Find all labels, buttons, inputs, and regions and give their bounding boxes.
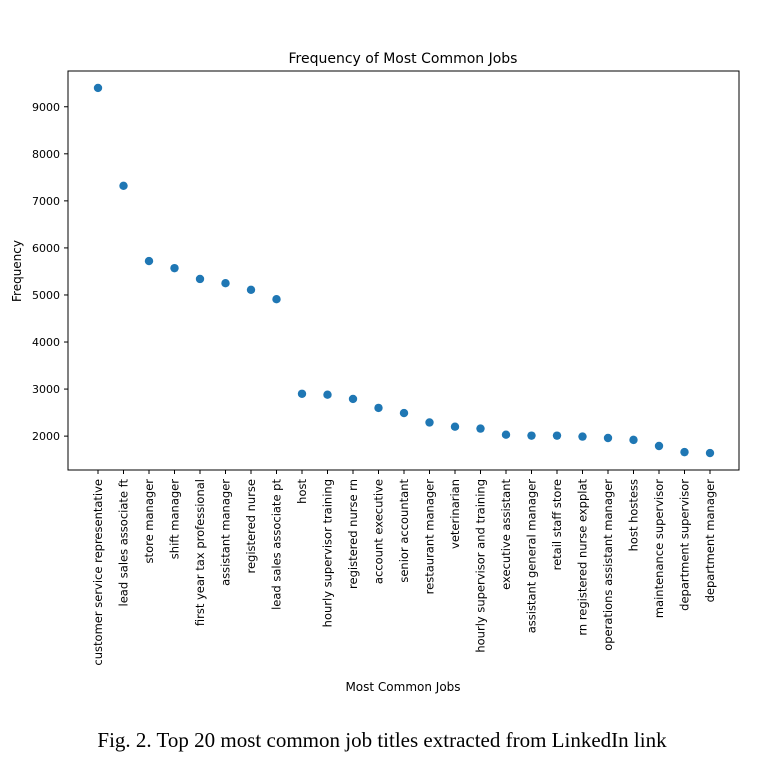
data-point <box>705 448 715 458</box>
x-tick-label: executive assistant <box>499 479 513 590</box>
x-tick-label: hourly supervisor and training <box>474 479 488 653</box>
y-tick-label: 9000 <box>32 101 60 114</box>
data-point <box>578 432 587 441</box>
data-point <box>221 279 230 288</box>
x-tick-label: retail staff store <box>550 479 564 570</box>
data-point <box>119 181 128 191</box>
x-tick-label: veterinarian <box>448 479 462 549</box>
y-tick-label: 4000 <box>32 336 60 349</box>
x-tick-label: assistant general manager <box>525 479 539 634</box>
x-tick-label: department manager <box>703 479 717 603</box>
y-tick-label: 6000 <box>32 242 60 255</box>
x-axis: customer service representative lead sale… <box>91 470 717 666</box>
data-point <box>348 394 358 404</box>
scatter-chart: Frequency of Most Common Jobs 2000 3000 40… <box>10 51 740 694</box>
x-tick-label: account executive <box>372 479 386 584</box>
x-tick-label: first year tax professional <box>193 479 207 626</box>
x-tick-label: host <box>295 479 309 504</box>
x-tick-label: rn registered nurse expplat <box>576 479 590 636</box>
x-tick-label: lead sales associate pt <box>270 479 284 610</box>
data-point <box>501 430 511 439</box>
x-tick-label: customer service representative <box>91 479 105 666</box>
data-point <box>552 431 562 440</box>
x-tick-label: host hostess <box>627 479 641 551</box>
x-tick-label: lead sales associate ft <box>117 479 131 607</box>
data-point <box>654 441 664 451</box>
y-tick-label: 2000 <box>32 430 60 443</box>
y-tick-label: 5000 <box>32 289 60 302</box>
y-tick-label: 7000 <box>32 195 60 208</box>
data-point <box>144 256 154 266</box>
data-point <box>603 433 613 443</box>
data-point <box>323 390 332 399</box>
chart-container: Frequency of Most Common Jobs 2000 3000 40… <box>10 51 740 694</box>
x-tick-label: shift manager <box>168 479 182 559</box>
x-tick-label: restaurant manager <box>423 479 437 595</box>
x-tick-label: assistant manager <box>219 479 233 586</box>
x-tick-label: store manager <box>142 479 156 564</box>
x-tick-label: hourly supervisor training <box>321 479 335 627</box>
data-point <box>425 418 434 427</box>
x-tick-label: maintenance supervisor <box>652 479 666 618</box>
data-point <box>297 389 307 398</box>
data-point <box>476 424 485 433</box>
data-point <box>195 274 205 284</box>
data-point <box>246 285 256 294</box>
x-tick-label: registered nurse rn <box>346 479 360 589</box>
data-point <box>450 422 460 431</box>
y-tick-label: 8000 <box>32 148 60 161</box>
data-point <box>170 263 179 273</box>
data-point <box>527 431 536 440</box>
x-tick-label: senior accountant <box>397 479 411 583</box>
y-axis: 2000 3000 4000 5000 6000 7000 8000 9000 <box>32 101 68 443</box>
figure-caption: Fig. 2. Top 20 most common job titles ex… <box>97 728 667 752</box>
data-point <box>272 295 281 304</box>
x-axis-label: Most Common Jobs <box>345 680 460 694</box>
chart-title: Frequency of Most Common Jobs <box>289 51 518 67</box>
data-point <box>93 83 103 93</box>
data-point <box>374 403 383 413</box>
x-tick-label: operations assistant manager <box>601 479 615 651</box>
y-tick-label: 3000 <box>32 383 60 396</box>
y-axis-label: Frequency <box>10 240 24 302</box>
x-tick-label: registered nurse <box>244 479 258 574</box>
x-tick-label: department supervisor <box>678 479 692 611</box>
data-point <box>399 408 409 418</box>
data-point <box>629 435 638 445</box>
data-point <box>680 447 689 457</box>
data-points <box>93 83 715 458</box>
